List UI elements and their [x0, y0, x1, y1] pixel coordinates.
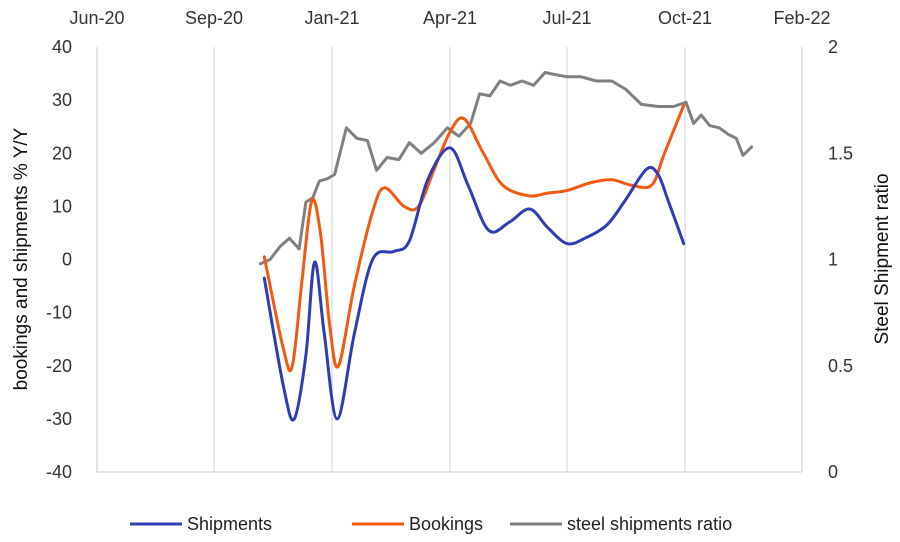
legend: Shipments Bookings steel shipments ratio	[130, 514, 732, 534]
series-line-shipments	[262, 146, 686, 422]
y-right-tick-label: 1	[828, 250, 838, 270]
left-axis-tick-labels: 40 30 20 10 0 -10 -20 -30 -40	[46, 37, 72, 482]
x-tick-label: Oct-21	[658, 8, 712, 28]
y-left-tick-label: 20	[52, 143, 72, 163]
y-left-tick-label: 0	[62, 250, 72, 270]
legend-label-shipments: Shipments	[187, 514, 272, 534]
legend-label-bookings: Bookings	[409, 514, 483, 534]
y-left-tick-label: -40	[46, 462, 72, 482]
x-tick-label: Jul-21	[542, 8, 591, 28]
right-axis-tick-labels: 2 1.5 1 0.5 0	[828, 37, 853, 482]
x-tick-label: Sep-20	[185, 8, 243, 28]
y-right-tick-label: 0	[828, 462, 838, 482]
y-left-tick-label: 30	[52, 90, 72, 110]
x-axis-tick-labels: Jun-20 Sep-20 Jan-21 Apr-21 Jul-21 Oct-21 Feb-…	[69, 8, 830, 28]
y-left-tick-label: -30	[46, 409, 72, 429]
series-lines	[258, 71, 754, 422]
y-left-tick-label: 40	[52, 37, 72, 57]
right-axis-title: Steel Shipment ratio	[872, 173, 893, 344]
series-line-bookings	[262, 103, 686, 373]
x-tick-label: Apr-21	[423, 8, 477, 28]
y-left-tick-label: 10	[52, 196, 72, 216]
x-tick-label: Jun-20	[69, 8, 124, 28]
y-left-tick-label: -10	[46, 303, 72, 323]
y-right-tick-label: 0.5	[828, 356, 853, 376]
x-tick-label: Feb-22	[773, 8, 830, 28]
x-tick-label: Jan-21	[304, 8, 359, 28]
axes	[96, 47, 803, 473]
y-left-tick-label: -20	[46, 356, 72, 376]
y-right-tick-label: 2	[828, 37, 838, 57]
left-axis-title: bookings and shipments % Y/Y	[11, 127, 32, 390]
series-line-steel-shipments-ratio	[258, 71, 754, 266]
legend-label-steel-shipments-ratio: steel shipments ratio	[567, 514, 732, 534]
y-right-tick-label: 1.5	[828, 143, 853, 163]
vertical-gridlines	[213, 47, 686, 472]
